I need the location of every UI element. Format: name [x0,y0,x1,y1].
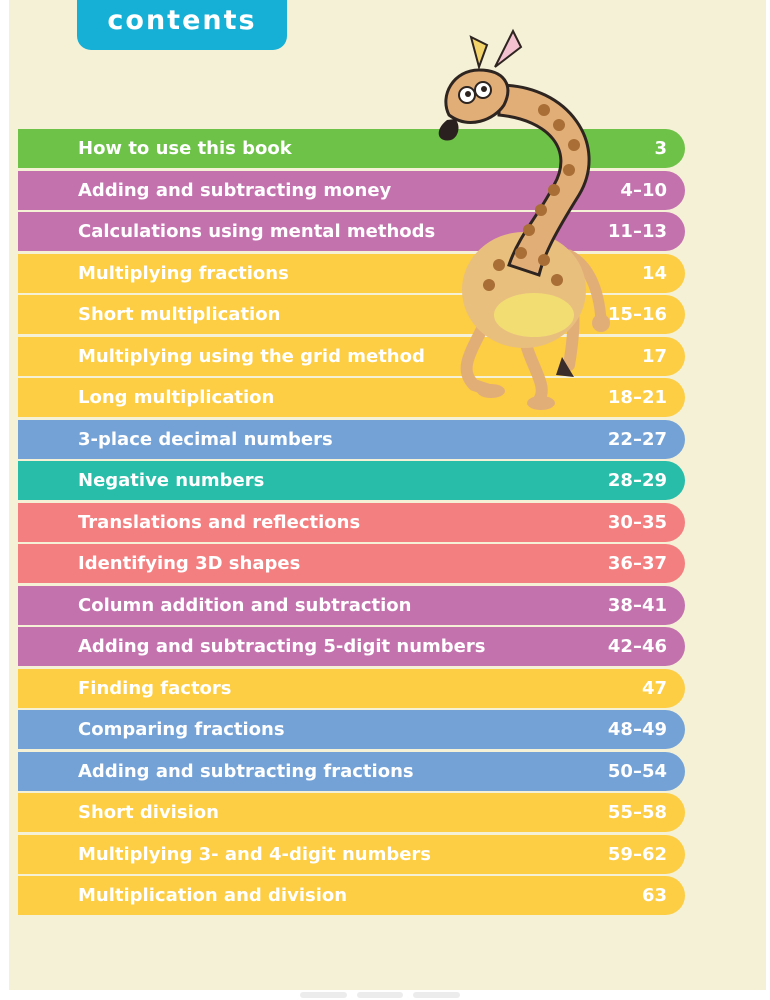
toc-pages: 50–54 [607,760,667,782]
toc-pages: 30–35 [607,511,667,533]
toc-title: Column addition and subtraction [78,594,412,616]
toc-title: Comparing fractions [78,719,285,740]
toc-row[interactable]: Multiplying 3- and 4-digit numbers 59–62 [18,834,685,874]
toc-row[interactable]: Finding factors 47 [18,668,685,708]
toc-row[interactable]: Comparing fractions 48–49 [18,710,685,749]
toc-row[interactable]: Adding and subtracting 5-digit numbers 42… [18,627,685,666]
toc-row[interactable]: Adding and subtracting money 4–10 [18,170,685,210]
toc-pages: 42–46 [607,636,667,657]
toc-title: Multiplying using the grid method [78,345,425,367]
toc-title: 3-place decimal numbers [78,428,333,450]
table-of-contents: How to use this book 3 Adding and subtract… [18,129,685,918]
toc-row[interactable]: Column addition and subtraction 38–41 [18,585,685,625]
toc-row[interactable]: Translations and reflections 30–35 [18,502,685,542]
toc-row[interactable]: Multiplying fractions 14 [18,253,685,293]
toc-title: Identifying 3D shapes [78,553,301,574]
toc-pages: 18–21 [607,387,667,408]
toc-title: Multiplying 3- and 4-digit numbers [78,843,432,865]
toc-row[interactable]: 3-place decimal numbers 22–27 [18,419,685,459]
toc-pages: 63 [641,885,667,906]
toc-pages: 36–37 [607,553,667,574]
toc-title: Calculations using mental methods [78,221,436,242]
toc-row[interactable]: Long multiplication 18–21 [18,378,685,417]
toc-title: Multiplying fractions [78,262,289,284]
toc-row[interactable]: How to use this book 3 [18,129,685,168]
toc-title: Adding and subtracting 5-digit numbers [78,636,486,657]
toc-pages: 48–49 [607,719,667,740]
toc-pages: 15–16 [607,304,667,325]
toc-title: Short multiplication [78,304,281,325]
toc-pages: 55–58 [607,802,667,823]
contents-page: contents How to use this book 3 Adding and… [9,0,766,990]
toc-pages: 17 [641,345,667,367]
toc-pages: 22–27 [607,428,667,450]
toc-pages: 28–29 [607,470,667,491]
toc-row[interactable]: Multiplying using the grid method 17 [18,336,685,376]
toc-title: Adding and subtracting money [78,179,392,201]
toc-pages: 47 [641,677,667,699]
toc-pages: 4–10 [620,179,667,201]
contents-header-tab: contents [77,0,287,50]
toc-title: Adding and subtracting fractions [78,760,414,782]
toc-row[interactable]: Adding and subtracting fractions 50–54 [18,751,685,791]
toc-title: Short division [78,802,219,823]
toc-title: How to use this book [78,138,292,159]
page-footer-mark [300,992,461,998]
toc-row[interactable]: Negative numbers 28–29 [18,461,685,500]
toc-row[interactable]: Short multiplication 15–16 [18,295,685,334]
toc-pages: 38–41 [607,594,667,616]
toc-pages: 59–62 [607,843,667,865]
toc-title: Multiplication and division [78,885,348,906]
toc-row[interactable]: Short division 55–58 [18,793,685,832]
toc-title: Long multiplication [78,387,275,408]
toc-title: Negative numbers [78,470,265,491]
toc-row[interactable]: Multiplication and division 63 [18,876,685,915]
toc-title: Translations and reflections [78,511,361,533]
toc-pages: 3 [654,138,667,159]
toc-row[interactable]: Identifying 3D shapes 36–37 [18,544,685,583]
toc-title: Finding factors [78,677,232,699]
toc-pages: 14 [641,262,667,284]
page-title: contents [107,5,257,36]
toc-pages: 11–13 [607,221,667,242]
toc-row[interactable]: Calculations using mental methods 11–13 [18,212,685,251]
